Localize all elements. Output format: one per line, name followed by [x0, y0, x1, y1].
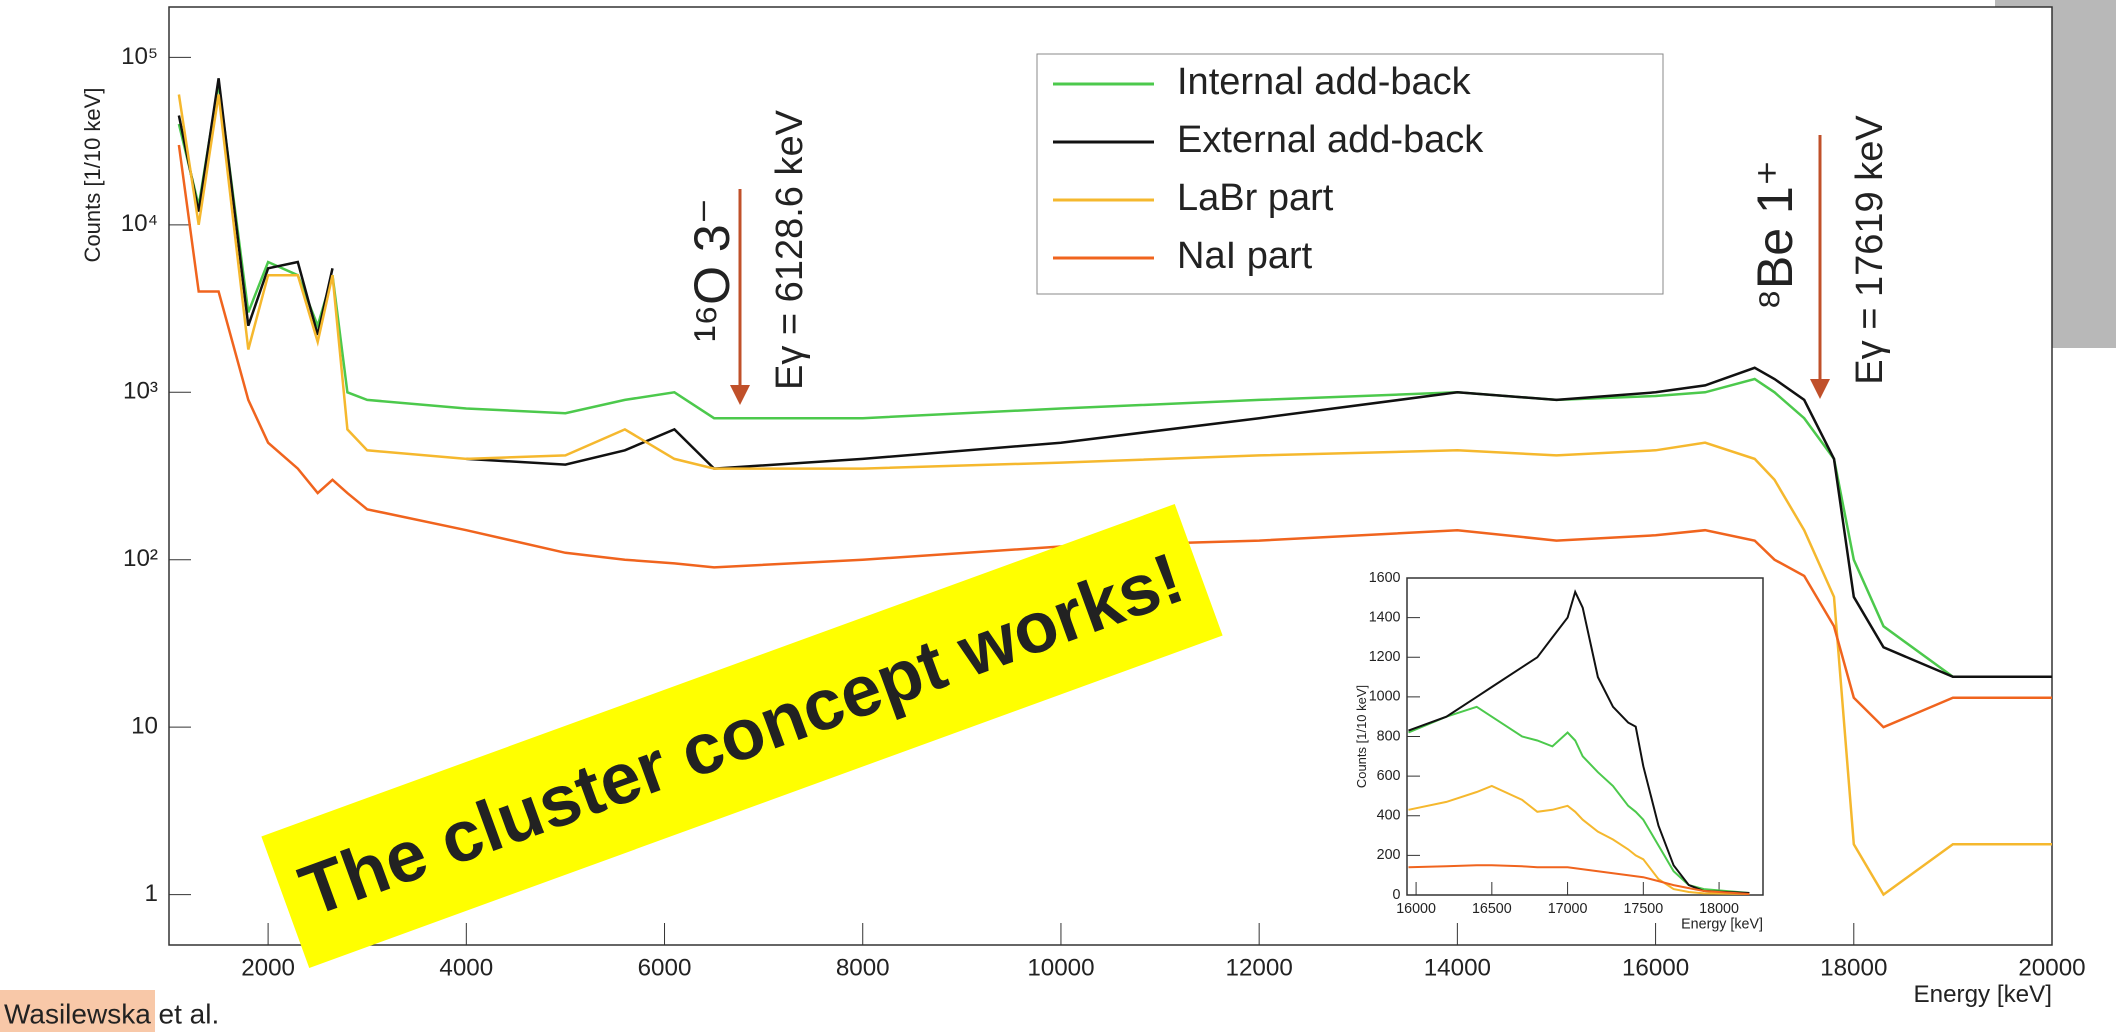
- legend-label: LaBr part: [1177, 177, 1334, 219]
- y-tick-label: 10⁵: [121, 43, 158, 70]
- citation-box: [0, 990, 155, 1032]
- y-tick-label: 10³: [123, 378, 158, 405]
- y-tick-label: 1200: [1369, 649, 1401, 665]
- plot-area: [1406, 577, 1764, 896]
- annotation: Eγ = 17619 keV: [1849, 115, 1891, 385]
- y-axis-label: Counts [1/10 keV]: [1354, 685, 1369, 788]
- x-tick-label: 14000: [1424, 955, 1491, 982]
- citation: Wasilewska et al.: [4, 998, 219, 1029]
- banner-box: [261, 503, 1223, 969]
- series-line: [1408, 705, 1750, 894]
- y-tick-label: 10: [131, 713, 158, 740]
- x-tick-label: 16000: [1396, 901, 1436, 917]
- y-tick-label: 1600: [1369, 570, 1401, 586]
- series-line: [177, 94, 2052, 897]
- y-tick-label: 10²: [123, 545, 158, 572]
- annotation: Eγ = 6128.6 keV: [769, 109, 811, 390]
- x-tick-label: 12000: [1226, 955, 1293, 982]
- series-line: [1408, 864, 1750, 895]
- legend-label: NaI part: [1177, 235, 1313, 277]
- series-line: [1408, 784, 1750, 895]
- y-tick-label: 1: [145, 880, 158, 907]
- series-line: [177, 83, 2052, 679]
- x-axis-label: Energy [keV]: [1914, 981, 2052, 1008]
- arrow-head: [1810, 379, 1830, 399]
- x-axis-label: Energy [keV]: [1681, 917, 1763, 933]
- y-tick-label: 200: [1377, 847, 1401, 863]
- x-tick-label: 16000: [1622, 955, 1689, 982]
- y-tick-label: 400: [1377, 808, 1401, 824]
- x-tick-label: 20000: [2018, 955, 2085, 982]
- x-tick-label: 16500: [1472, 901, 1512, 917]
- x-tick-label: 18000: [1820, 955, 1887, 982]
- annotation: ¹⁶O 3⁻: [684, 198, 740, 342]
- x-tick-label: 6000: [638, 955, 692, 982]
- x-tick-label: 17000: [1548, 901, 1588, 917]
- x-tick-label: 8000: [836, 955, 890, 982]
- y-tick-label: 1000: [1369, 689, 1401, 705]
- series-line: [1408, 589, 1750, 894]
- x-tick-label: 2000: [241, 955, 295, 982]
- legend-label: Internal add-back: [1177, 61, 1472, 103]
- y-tick-label: 1400: [1369, 609, 1401, 625]
- annotation: ⁸Be 1⁺: [1747, 160, 1803, 310]
- y-tick-label: 10⁴: [121, 210, 158, 237]
- legend-box: [1036, 53, 1664, 295]
- x-tick-label: 4000: [439, 955, 493, 982]
- x-tick-label: 18000: [1699, 901, 1739, 917]
- y-axis-label: Counts [1/10 keV]: [80, 88, 105, 263]
- series-line: [177, 144, 2052, 729]
- x-tick-label: 10000: [1027, 955, 1094, 982]
- legend-label: External add-back: [1177, 119, 1484, 161]
- x-tick-label: 17500: [1623, 901, 1663, 917]
- arrow-head: [730, 385, 750, 405]
- y-tick-label: 0: [1393, 887, 1401, 903]
- y-tick-label: 800: [1377, 728, 1401, 744]
- series-line: [177, 78, 2052, 679]
- y-tick-label: 600: [1377, 768, 1401, 784]
